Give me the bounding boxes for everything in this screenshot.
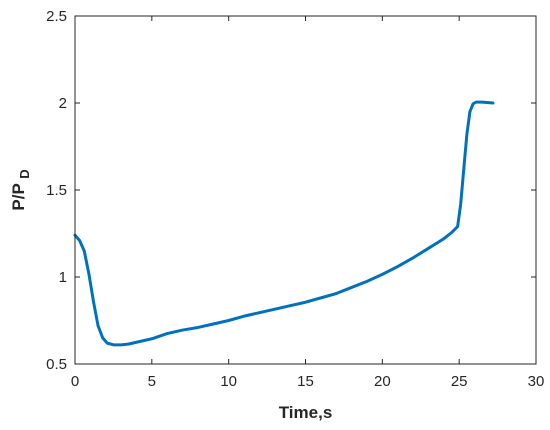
y-axis-label-main: P/P: [9, 184, 28, 211]
x-tick-label: 10: [220, 373, 237, 390]
x-tick-label: 5: [148, 373, 156, 390]
series-line: [73, 100, 495, 347]
y-tick-label: 2: [59, 95, 67, 112]
x-axis-label: Time,s: [279, 403, 333, 422]
x-tick-label: 30: [528, 373, 545, 390]
y-tick-label: 1.5: [46, 182, 67, 199]
axes: 0 5 10 15 20 25 30 0.5 1 1.5 2 2.5: [46, 8, 544, 390]
y-tick-label: 1: [59, 269, 67, 286]
x-tick-label: 0: [71, 373, 79, 390]
y-axis-label-subscript: D: [17, 169, 32, 178]
x-tick-label: 15: [297, 373, 314, 390]
x-tick-label: 25: [451, 373, 468, 390]
axes-box: [74, 15, 537, 365]
y-tick-label: 0.5: [46, 356, 67, 373]
y-axis-label: P/P D: [9, 169, 32, 210]
plot-area: [73, 100, 495, 347]
x-tick-label: 20: [374, 373, 391, 390]
y-tick-label: 2.5: [46, 8, 67, 25]
